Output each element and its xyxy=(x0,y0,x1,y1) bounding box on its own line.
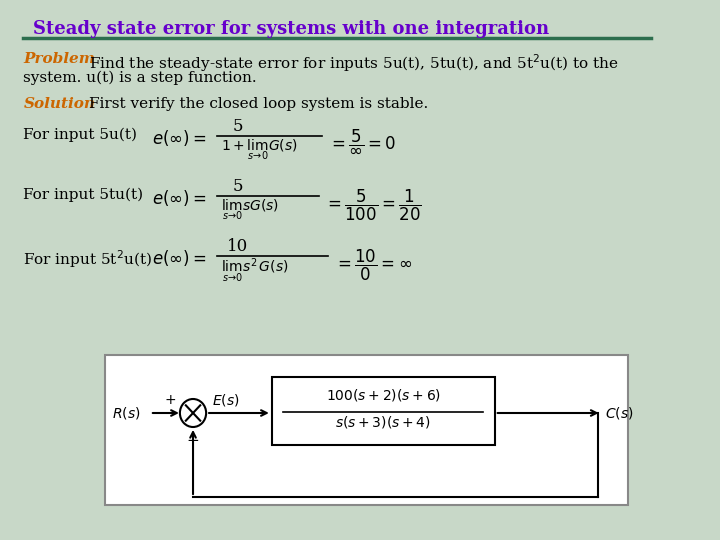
Text: For input 5tu(t): For input 5tu(t) xyxy=(24,188,143,202)
Text: $\lim_{s\to 0}s^2G(s)$: $\lim_{s\to 0}s^2G(s)$ xyxy=(221,257,289,285)
Text: $e(\infty) =$: $e(\infty) =$ xyxy=(152,248,206,268)
Text: Problem: Problem xyxy=(24,52,95,66)
Text: First verify the closed loop system is stable.: First verify the closed loop system is s… xyxy=(89,97,428,111)
Text: +: + xyxy=(165,393,176,407)
Text: $e(\infty) =$: $e(\infty) =$ xyxy=(152,128,206,148)
Text: 5: 5 xyxy=(233,178,243,195)
Text: −: − xyxy=(186,433,199,448)
Text: Solution: Solution xyxy=(24,97,96,111)
Text: For input 5u(t): For input 5u(t) xyxy=(24,128,138,143)
FancyBboxPatch shape xyxy=(105,355,628,505)
Text: Steady state error for systems with one integration: Steady state error for systems with one … xyxy=(33,20,549,38)
Text: 5: 5 xyxy=(233,118,243,135)
FancyBboxPatch shape xyxy=(271,377,495,445)
Text: $1+\lim_{s\to 0}G(s)$: $1+\lim_{s\to 0}G(s)$ xyxy=(221,137,298,161)
Text: Find the steady-state error for inputs 5u(t), 5tu(t), and 5t$^2$u(t) to the: Find the steady-state error for inputs 5… xyxy=(89,52,618,73)
Text: 10: 10 xyxy=(228,238,248,255)
Text: $s(s+3)(s+4)$: $s(s+3)(s+4)$ xyxy=(336,414,431,430)
Text: $=\dfrac{5}{100}=\dfrac{1}{20}$: $=\dfrac{5}{100}=\dfrac{1}{20}$ xyxy=(324,188,422,223)
Text: $100(s+2)(s+6)$: $100(s+2)(s+6)$ xyxy=(325,387,441,403)
Text: system. u(t) is a step function.: system. u(t) is a step function. xyxy=(24,71,257,85)
Text: For input 5t$^2$u(t): For input 5t$^2$u(t) xyxy=(24,248,153,269)
Text: $=\dfrac{5}{\infty}=0$: $=\dfrac{5}{\infty}=0$ xyxy=(328,128,396,156)
Text: $=\dfrac{10}{0}=\infty$: $=\dfrac{10}{0}=\infty$ xyxy=(333,248,412,283)
Text: $e(\infty) =$: $e(\infty) =$ xyxy=(152,188,206,208)
Text: $E(s)$: $E(s)$ xyxy=(212,392,239,408)
Text: $R(s)$: $R(s)$ xyxy=(112,405,141,421)
Text: $\lim_{s\to 0}sG(s)$: $\lim_{s\to 0}sG(s)$ xyxy=(221,197,279,221)
Text: $C(s)$: $C(s)$ xyxy=(606,405,634,421)
